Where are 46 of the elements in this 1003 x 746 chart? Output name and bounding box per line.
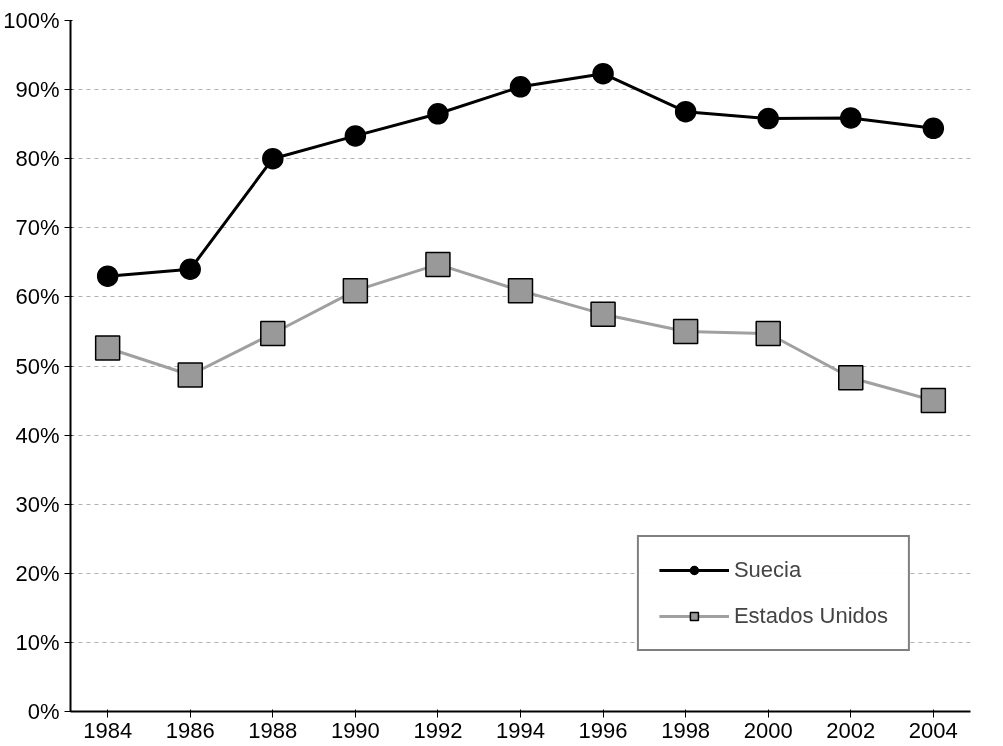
point <box>427 103 449 125</box>
y-tick-label: 90% <box>15 77 60 103</box>
point <box>840 107 862 129</box>
legend-label: Suecia <box>733 557 802 583</box>
point <box>507 277 534 304</box>
point <box>755 320 781 347</box>
y-tick-label: 20% <box>15 560 60 586</box>
point <box>672 318 699 345</box>
x-tick-label: 1988 <box>248 717 298 743</box>
point <box>590 301 616 327</box>
point <box>509 76 532 98</box>
y-tick-label: 70% <box>15 215 60 241</box>
x-tick-label: 1998 <box>661 717 711 743</box>
y-tick-label: 10% <box>15 629 60 655</box>
x-tick-label: 1992 <box>413 717 463 743</box>
y-tick-label: 30% <box>15 491 60 517</box>
point <box>179 258 201 280</box>
x-tick-label: 1984 <box>83 717 133 743</box>
point <box>344 125 367 147</box>
point <box>260 320 286 347</box>
point <box>674 100 697 123</box>
point <box>757 107 779 130</box>
y-tick-label: 0% <box>27 699 60 724</box>
x-tick-label: 2002 <box>826 717 876 743</box>
point <box>425 251 451 278</box>
point <box>96 265 119 287</box>
x-tick-label: 1994 <box>496 717 545 743</box>
point <box>838 365 864 391</box>
legend-label: Estados Unidos <box>733 603 888 629</box>
y-tick-label: 60% <box>15 284 60 310</box>
point <box>922 117 945 140</box>
y-tick-label: 80% <box>15 146 60 172</box>
y-tick-label: 50% <box>15 353 60 379</box>
x-tick-label: 1996 <box>578 717 628 743</box>
x-tick-label: 1986 <box>165 717 215 743</box>
point <box>177 362 203 388</box>
point <box>342 277 369 304</box>
point <box>94 335 121 361</box>
point <box>920 387 947 414</box>
x-tick-label: 1990 <box>330 717 380 743</box>
point <box>262 147 284 170</box>
x-tick-label: 2004 <box>908 717 958 743</box>
y-tick-label: 40% <box>15 422 60 448</box>
x-tick-label: 2000 <box>743 717 793 743</box>
point <box>592 62 614 85</box>
y-tick-label: 100% <box>3 8 60 33</box>
